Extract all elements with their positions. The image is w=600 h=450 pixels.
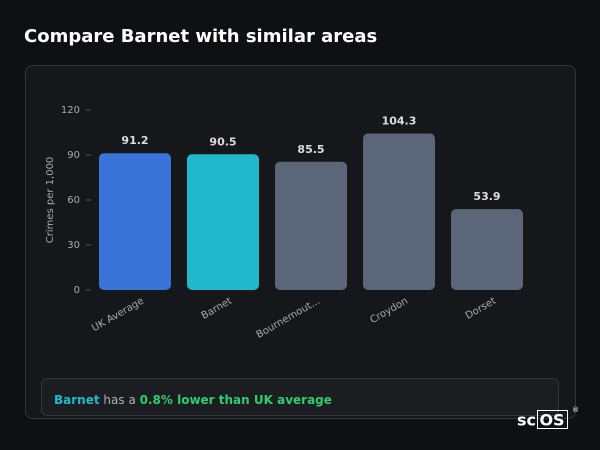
value-label: 85.5 [297,143,324,156]
logo-prefix: sc [517,411,536,430]
y-tick-label: 90 [67,150,80,161]
y-tick-label: 0 [74,285,80,296]
logo-mark: ® [572,406,579,414]
value-label: 53.9 [473,190,500,203]
summary-comparison: 0.8% lower than UK average [140,393,332,407]
y-tick-label: 60 [67,195,80,206]
value-label: 91.2 [121,134,148,147]
summary-box [41,378,559,416]
logo-box [537,410,568,429]
y-tick-label: 120 [61,105,80,116]
bar [451,209,523,290]
bar [99,153,171,290]
summary-text: has a [103,393,135,407]
summary-area: Barnet [54,393,100,407]
bar [275,161,347,290]
bar [187,154,259,290]
chart-title: Compare Barnet with similar areas [24,26,377,47]
y-tick-label: 30 [67,240,80,251]
y-axis-label: Crimes per 1,000 [45,157,56,244]
value-label: 90.5 [209,135,236,148]
summary: Barnet has a 0.8% lower than UK average [54,393,332,407]
logo-boxed: OS [539,411,564,430]
bar [363,133,435,290]
value-label: 104.3 [382,115,417,128]
